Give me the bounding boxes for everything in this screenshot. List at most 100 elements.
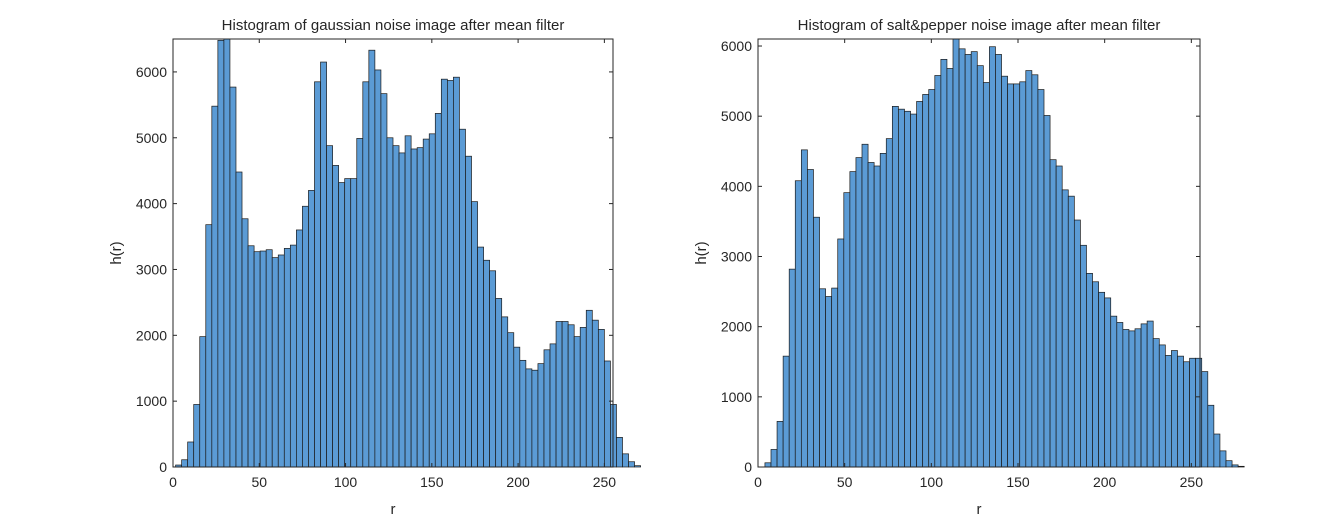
axes-frame bbox=[172, 38, 614, 468]
histogram-bar bbox=[1164, 355, 1172, 468]
x-tick-label: 150 bbox=[1006, 474, 1030, 490]
y-tick-label: 5000 bbox=[136, 130, 167, 146]
histogram-bar bbox=[849, 171, 857, 468]
histogram-bar bbox=[1207, 404, 1215, 468]
histogram-bar bbox=[338, 182, 346, 468]
y-tick-label: 5000 bbox=[721, 108, 752, 124]
histogram-bar bbox=[922, 94, 930, 468]
histogram-bar bbox=[976, 65, 984, 468]
histogram-bar bbox=[549, 343, 557, 468]
histogram-bar bbox=[1073, 219, 1081, 468]
histogram-bar bbox=[1025, 70, 1033, 468]
histogram-bar bbox=[1134, 328, 1142, 468]
x-tick-label: 250 bbox=[1180, 474, 1204, 490]
histogram-bar bbox=[296, 229, 303, 468]
x-tick-label: 200 bbox=[1093, 474, 1117, 490]
histogram-bar bbox=[807, 169, 814, 468]
histogram-bar bbox=[398, 152, 406, 468]
histogram-bar bbox=[362, 81, 370, 468]
histogram-bar bbox=[1061, 189, 1069, 468]
histogram-bar bbox=[392, 145, 400, 468]
histogram-bar bbox=[764, 462, 772, 468]
y-tick-label: 6000 bbox=[721, 38, 752, 54]
histogram-bar bbox=[193, 404, 201, 468]
histogram-bar bbox=[873, 165, 881, 468]
histogram-bar bbox=[471, 201, 478, 468]
histogram-bar bbox=[1183, 361, 1190, 468]
histogram-bar bbox=[187, 441, 195, 468]
histogram-bar bbox=[819, 288, 826, 468]
x-axis-label: r bbox=[391, 501, 396, 518]
histogram-bar bbox=[970, 51, 978, 468]
histogram-bar bbox=[891, 106, 899, 468]
x-tick-label: 100 bbox=[334, 474, 358, 490]
histogram-bar bbox=[241, 218, 249, 468]
chart-title: Histogram of salt&pepper noise image aft… bbox=[798, 17, 1161, 34]
histogram-bar bbox=[320, 61, 327, 468]
histogram-bar bbox=[1189, 357, 1197, 468]
histogram-bar bbox=[982, 82, 990, 468]
histogram-bar bbox=[776, 421, 784, 468]
histogram-bar bbox=[597, 329, 605, 468]
histogram-bar bbox=[265, 249, 273, 468]
y-axis-label: h(r) bbox=[108, 241, 125, 264]
histogram-bar bbox=[843, 192, 851, 468]
histogram-bar bbox=[879, 153, 887, 468]
histogram-bar bbox=[1128, 330, 1136, 468]
histogram-bar bbox=[308, 190, 315, 468]
histogram-bar bbox=[794, 180, 802, 468]
histogram-bar bbox=[782, 355, 790, 468]
histogram-bar bbox=[199, 336, 207, 468]
histogram-bar bbox=[561, 321, 569, 468]
y-tick-label: 1000 bbox=[721, 389, 752, 405]
y-tick-label: 1000 bbox=[136, 393, 167, 409]
histogram-bar bbox=[989, 46, 996, 468]
histogram-bar bbox=[1019, 81, 1027, 468]
histogram-bar bbox=[946, 68, 954, 468]
histogram-bar bbox=[229, 86, 237, 468]
histogram-bar bbox=[453, 76, 460, 468]
histogram-bar bbox=[813, 216, 820, 468]
histogram-bar bbox=[928, 89, 936, 468]
axes-frame bbox=[757, 38, 1201, 468]
histogram-bar bbox=[1219, 450, 1227, 468]
histogram-bar bbox=[885, 138, 893, 468]
histogram-bar bbox=[374, 69, 382, 468]
y-tick-label: 4000 bbox=[136, 196, 167, 212]
histogram-bar bbox=[465, 155, 472, 468]
histogram-bar bbox=[616, 437, 623, 468]
histogram-bar bbox=[585, 309, 593, 468]
histogram-bar bbox=[332, 165, 339, 468]
histogram-bar bbox=[350, 178, 358, 468]
histogram-bar bbox=[428, 133, 436, 468]
histogram-bar bbox=[235, 171, 243, 468]
histogram-bar bbox=[573, 336, 581, 468]
histogram-bar bbox=[1031, 74, 1039, 468]
bars bbox=[175, 38, 641, 468]
histogram-bar bbox=[1152, 338, 1160, 468]
histogram-bar bbox=[356, 138, 364, 468]
histogram-bar bbox=[543, 349, 551, 468]
chart-title: Histogram of gaussian noise image after … bbox=[222, 17, 565, 34]
histogram-bar bbox=[1104, 297, 1112, 468]
histogram-bar bbox=[916, 101, 924, 468]
histogram-bar bbox=[634, 465, 641, 468]
histogram-bar bbox=[525, 368, 533, 468]
y-tick-label: 3000 bbox=[136, 261, 167, 277]
histogram-bar bbox=[604, 360, 611, 468]
histogram-bar bbox=[800, 149, 808, 468]
histogram-bar bbox=[855, 157, 863, 468]
histogram-bar bbox=[1122, 329, 1130, 468]
histogram-bar bbox=[898, 108, 905, 468]
histogram-bar bbox=[1001, 75, 1008, 468]
histogram-bar bbox=[995, 54, 1002, 468]
y-tick-label: 0 bbox=[744, 459, 752, 475]
histogram-bar bbox=[579, 327, 587, 468]
histogram-bar bbox=[1171, 350, 1178, 468]
histogram-bar bbox=[404, 135, 412, 468]
histogram-bar bbox=[788, 268, 796, 468]
histogram-bar bbox=[591, 319, 599, 468]
histogram-bar bbox=[1037, 89, 1045, 468]
y-tick-label: 6000 bbox=[136, 64, 167, 80]
histogram-bar bbox=[447, 80, 454, 468]
